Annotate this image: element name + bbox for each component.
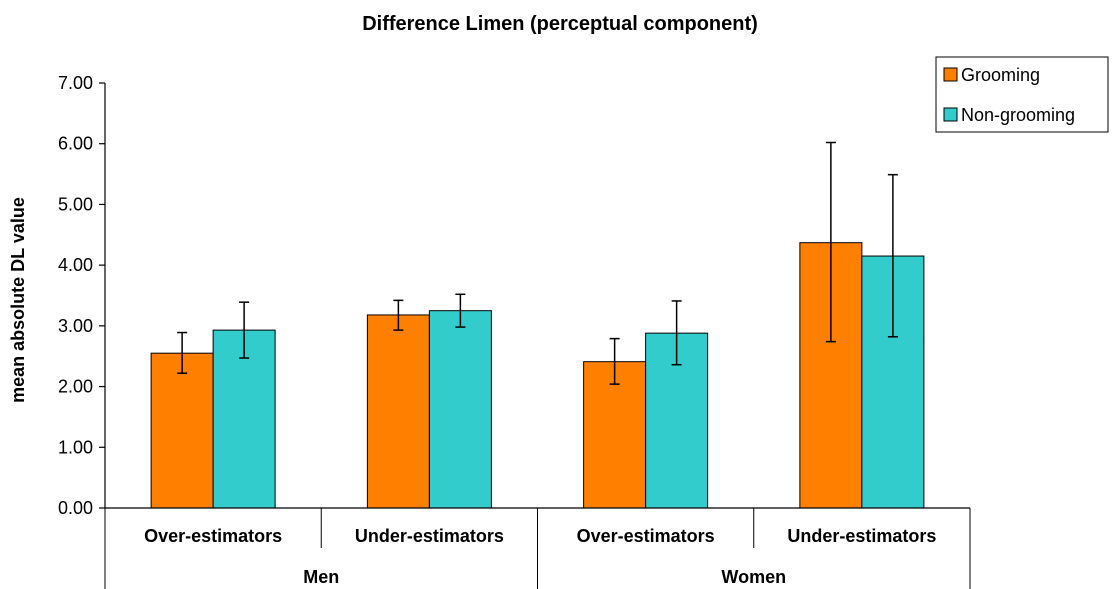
chart-title: Difference Limen (perceptual component) [362,13,758,35]
y-tick-label: 3.00 [58,316,93,336]
category-label: Under-estimators [355,526,504,546]
legend-label: Non-grooming [961,105,1075,125]
bars [150,242,925,509]
y-tick-label: 4.00 [58,255,93,275]
axes [99,82,971,589]
bar-grooming [583,361,647,509]
legend-label: Grooming [961,65,1040,85]
legend-swatch [943,67,958,82]
y-tick-label: 6.00 [58,134,93,154]
y-tick-label: 5.00 [58,194,93,214]
y-tick-label: 7.00 [58,73,93,93]
category-label: Over-estimators [577,526,715,546]
category-label: Over-estimators [144,526,282,546]
legend-swatch [943,107,958,122]
bar-grooming [150,352,214,509]
y-axis-label: mean absolute DL value [8,197,28,403]
y-tick-label: 2.00 [58,377,93,397]
group-label: Men [303,567,339,587]
error-bars [177,141,898,385]
legend: Grooming Non-grooming [935,56,1109,133]
y-tick-labels: 0.00 1.00 2.00 3.00 4.00 5.00 6.00 7.00 [58,73,93,518]
group-label: Women [721,567,786,587]
category-labels: Over-estimators Under-estimators Over-esti… [144,526,936,587]
y-tick-label: 0.00 [58,498,93,518]
y-tick-label: 1.00 [58,437,93,457]
legend-box [935,56,1109,133]
bar-non-grooming [428,310,492,509]
category-label: Under-estimators [787,526,936,546]
bar-grooming [366,314,430,509]
